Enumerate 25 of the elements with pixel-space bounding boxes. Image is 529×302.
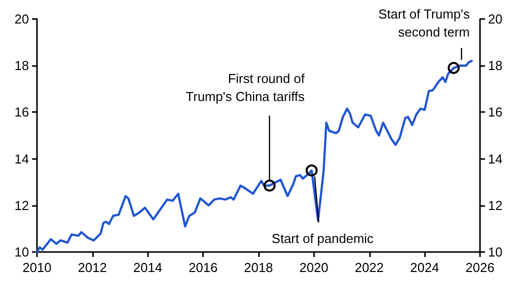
y2-tick-label: 12 — [488, 198, 502, 213]
annotation: Start of Trump's second term — [378, 6, 470, 40]
x-tick-label: 2010 — [22, 260, 52, 275]
x-tick-label: 2014 — [133, 260, 162, 275]
x-tick-label: 2012 — [78, 260, 107, 275]
x-tick-label: 2018 — [244, 260, 273, 275]
x-tick-label: 2016 — [188, 260, 218, 275]
y2-tick-label: 16 — [488, 104, 502, 120]
annotation: Start of pandemic — [272, 230, 374, 246]
y2-tick-label: 14 — [488, 151, 502, 166]
y-tick-label: 20 — [14, 12, 29, 26]
y2-tick-label: 18 — [488, 58, 502, 74]
y-tick-label: 16 — [14, 104, 29, 120]
y-tick-label: 10 — [14, 244, 29, 260]
y-tick-label: 18 — [14, 58, 29, 74]
line-series — [36, 60, 473, 254]
y2-tick-label: 20 — [488, 12, 502, 26]
x-tick-label: 2020 — [299, 260, 328, 275]
annotation: First round of Trump's China tariffs — [186, 71, 306, 104]
y-tick-label: 14 — [14, 151, 29, 166]
y2-tick-label: 10 — [488, 244, 502, 260]
x-tick-label: 2024 — [410, 260, 440, 275]
x-tick-label: 2022 — [354, 260, 384, 275]
y-tick-label: 12 — [14, 198, 29, 213]
x-tick-label: 2026 — [466, 260, 494, 275]
